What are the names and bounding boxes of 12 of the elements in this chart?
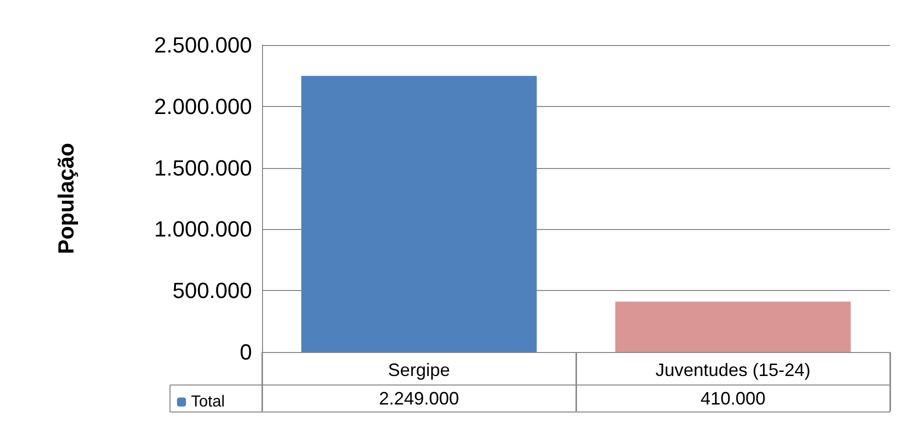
x-tick-label: Sergipe bbox=[388, 360, 450, 380]
legend-label: Total bbox=[191, 394, 225, 410]
y-tick-label: 2.500.000 bbox=[154, 32, 252, 58]
y-tick-label: 1.500.000 bbox=[154, 155, 252, 180]
y-tick-label: 2.000.000 bbox=[154, 94, 252, 119]
x-tick-label: Juventudes (15-24) bbox=[655, 360, 811, 380]
data-label: 2.249.000 bbox=[378, 388, 460, 408]
y-tick-label: 0 bbox=[240, 340, 252, 364]
data-label: 410.000 bbox=[700, 388, 766, 408]
y-tick-label: 1.000.000 bbox=[154, 216, 252, 242]
y-axis-title: População bbox=[54, 142, 78, 254]
y-tick-label: 500.000 bbox=[172, 278, 252, 304]
